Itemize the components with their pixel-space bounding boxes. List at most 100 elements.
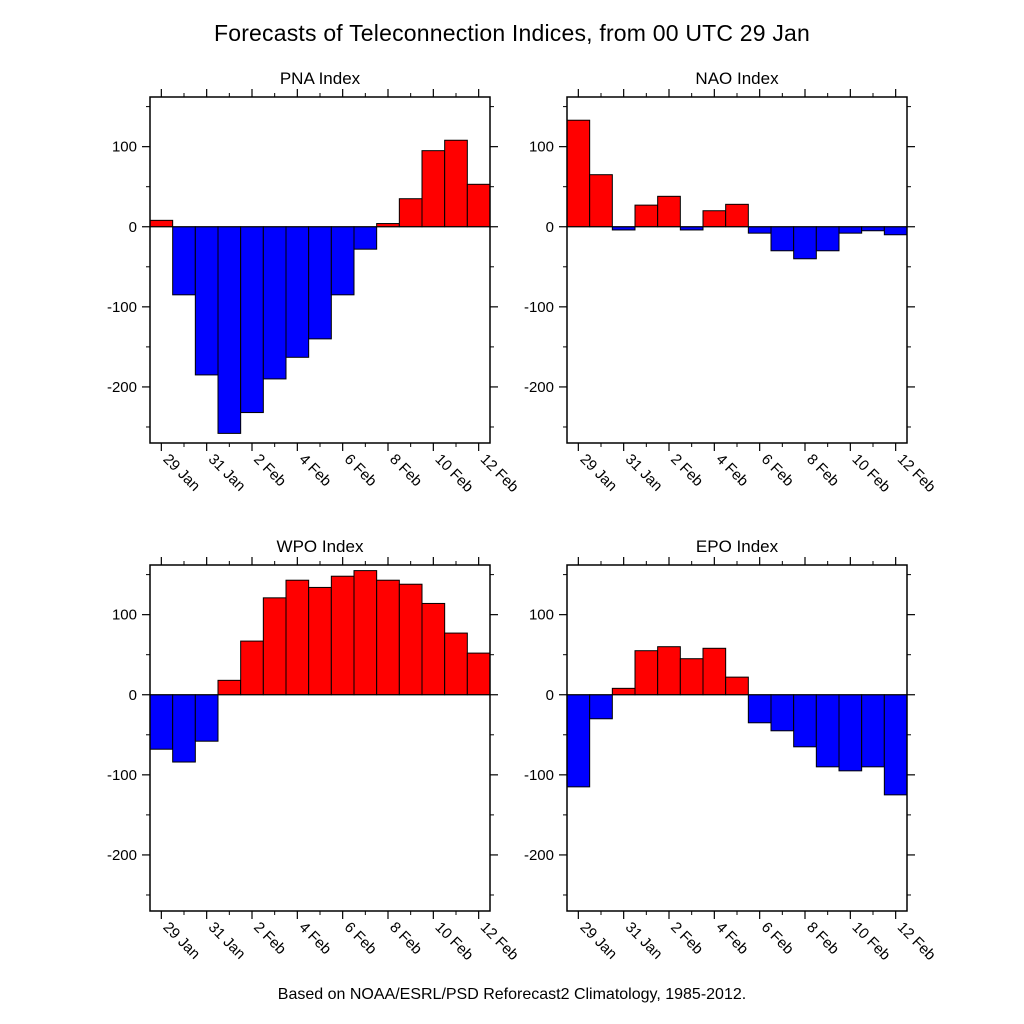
bar-31-jan	[194, 226, 219, 376]
bar-29-jan	[566, 119, 591, 228]
bar-7-feb	[770, 226, 795, 252]
y-tick-label: -100	[524, 767, 554, 784]
bar-9-feb	[815, 694, 840, 768]
bar-4-feb	[285, 226, 310, 358]
bar-1-feb	[217, 679, 242, 696]
bar-11-feb	[444, 632, 468, 696]
figure-title: Forecasts of Teleconnection Indices, fro…	[213, 20, 811, 46]
bar-3-feb	[262, 597, 287, 696]
bar-6-feb	[747, 226, 772, 234]
x-tick-label: 2 Feb	[667, 451, 706, 490]
x-tick-label: 29 Jan	[160, 919, 204, 963]
x-tick-label: 4 Feb	[713, 451, 752, 490]
x-tick-label: 8 Feb	[386, 919, 425, 958]
bar-30-jan	[172, 694, 196, 763]
y-tick-label: -100	[107, 299, 137, 316]
chart-title: WPO Index	[277, 537, 364, 556]
chart-title: PNA Index	[280, 69, 361, 88]
bar-11-feb	[861, 694, 885, 768]
y-tick-label: 0	[546, 219, 554, 236]
bar-4-feb	[702, 210, 727, 228]
bar-10-feb	[421, 150, 446, 228]
chart-title: NAO Index	[695, 69, 779, 88]
y-tick-label: 0	[129, 687, 137, 704]
axis-frame	[566, 96, 908, 444]
bar-2-feb	[240, 640, 264, 696]
bar-7-feb	[353, 226, 378, 250]
x-tick-label: 31 Jan	[205, 919, 249, 963]
bar-30-jan	[589, 694, 613, 720]
bar-29-jan	[149, 694, 174, 750]
x-tick-label: 6 Feb	[758, 919, 797, 958]
bar-2-feb	[240, 226, 264, 414]
bar-6-feb	[747, 694, 772, 724]
bar-11-feb	[861, 226, 885, 232]
x-tick-label: 31 Jan	[622, 919, 666, 963]
x-tick-label: 4 Feb	[296, 919, 335, 958]
figure-caption: Based on NOAA/ESRL/PSD Reforecast2 Clima…	[277, 986, 747, 1003]
bar-4-feb	[285, 579, 310, 696]
x-tick-label: 31 Jan	[205, 451, 249, 495]
x-tick-label: 12 Feb	[894, 451, 937, 496]
bar-9-feb	[398, 583, 423, 696]
x-tick-label: 6 Feb	[758, 451, 797, 490]
x-tick-label: 8 Feb	[386, 451, 425, 490]
chart-panel-epo: -200 -100 0 100 29 Jan 31 Jan 2 Feb 4 Feb 6 Feb 8…	[477, 535, 939, 1013]
chart-svg: -200 -100 0 100 29 Jan 31 Jan 2 Feb 4 Feb 6 Feb 8…	[107, 537, 522, 964]
y-tick-label: 0	[129, 219, 137, 236]
bar-30-jan	[172, 226, 196, 296]
bar-8-feb	[793, 226, 817, 260]
bar-2-feb	[657, 195, 681, 228]
bar-6-feb	[330, 575, 355, 696]
bar-30-jan	[589, 174, 613, 228]
x-tick-label: 29 Jan	[577, 919, 621, 963]
bar-5-feb	[308, 586, 332, 696]
x-tick-label: 2 Feb	[250, 451, 289, 490]
bar-5-feb	[725, 676, 749, 696]
bar-1-feb	[634, 650, 659, 696]
chart-panel-pna: -200 -100 0 100 29 Jan 31 Jan 2 Feb 4 Feb 6 Feb 8…	[60, 67, 522, 545]
chart-title: EPO Index	[696, 537, 779, 556]
bar-2-feb	[657, 646, 681, 696]
bar-1-feb	[634, 204, 659, 228]
x-tick-label: 6 Feb	[341, 451, 380, 490]
bar-12-feb	[883, 226, 908, 236]
y-tick-label: -100	[524, 299, 554, 316]
bar-5-feb	[308, 226, 332, 340]
bar-10-feb	[838, 694, 863, 772]
y-tick-label: 100	[529, 139, 554, 156]
bar-29-jan	[149, 219, 174, 228]
bar-1-feb	[217, 226, 242, 434]
bar-4-feb	[702, 647, 727, 696]
bar-9-feb	[815, 226, 840, 252]
x-tick-label: 29 Jan	[577, 451, 621, 495]
x-tick-label: 12 Feb	[894, 919, 937, 964]
bar-3-feb	[679, 658, 704, 696]
y-tick-label: -200	[107, 847, 137, 864]
chart-svg: -200 -100 0 100 29 Jan 31 Jan 2 Feb 4 Feb 6 Feb 8…	[107, 69, 522, 496]
bar-10-feb	[838, 226, 863, 234]
y-tick-label: -200	[524, 847, 554, 864]
chart-svg: -200 -100 0 100 29 Jan 31 Jan 2 Feb 4 Feb 6 Feb 8…	[524, 537, 939, 964]
y-tick-label: -100	[107, 767, 137, 784]
x-tick-label: 4 Feb	[296, 451, 335, 490]
y-tick-label: 100	[112, 607, 137, 624]
x-tick-label: 8 Feb	[803, 919, 842, 958]
x-tick-label: 6 Feb	[341, 919, 380, 958]
bar-7-feb	[353, 570, 378, 696]
x-tick-label: 8 Feb	[803, 451, 842, 490]
x-tick-label: 29 Jan	[160, 451, 204, 495]
x-tick-label: 4 Feb	[713, 919, 752, 958]
bar-3-feb	[262, 226, 287, 380]
bar-6-feb	[330, 226, 355, 296]
bar-31-jan	[194, 694, 219, 742]
x-tick-label: 10 Feb	[849, 451, 894, 496]
bar-29-jan	[566, 694, 591, 788]
bar-7-feb	[770, 694, 795, 732]
x-tick-label: 10 Feb	[849, 919, 894, 964]
x-tick-label: 10 Feb	[432, 919, 477, 964]
bar-12-feb	[883, 694, 908, 796]
bar-10-feb	[421, 602, 446, 696]
bar-5-feb	[725, 203, 749, 228]
x-tick-label: 2 Feb	[667, 919, 706, 958]
